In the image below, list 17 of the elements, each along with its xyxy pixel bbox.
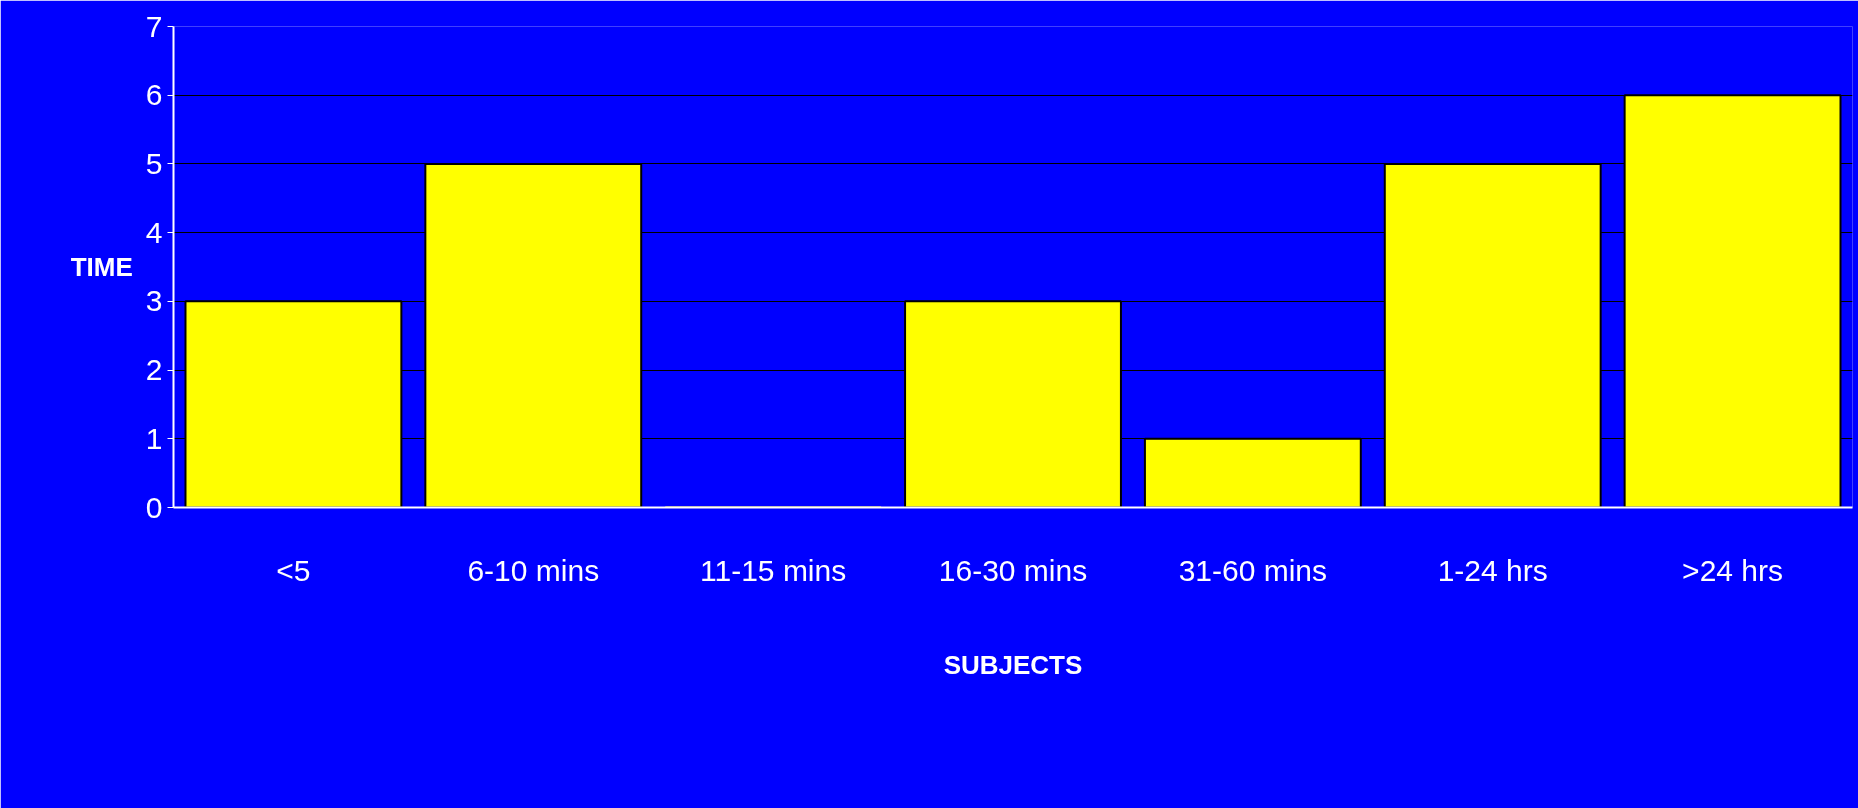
y-tick-label: 0 — [145, 490, 163, 524]
y-tick-label: 2 — [145, 353, 163, 387]
x-tick-label: 6-10 mins — [467, 553, 600, 587]
x-tick-label: 16-30 mins — [938, 553, 1088, 587]
y-tick-label: 1 — [145, 421, 163, 455]
x-tick-label: 31-60 mins — [1178, 553, 1328, 587]
y-axis-title: TIME — [70, 252, 133, 282]
y-tick-label: 5 — [145, 146, 163, 180]
x-tick-label: 11-15 mins — [700, 553, 847, 587]
x-axis-title: SUBJECTS — [943, 649, 1083, 680]
y-tick-label: 6 — [145, 78, 163, 112]
y-tick-label: 3 — [145, 284, 163, 318]
y-tick-label: 4 — [145, 215, 163, 249]
x-tick-label: <5 — [276, 553, 311, 587]
y-tick-label: 7 — [145, 9, 163, 43]
x-tick-label: >24 hrs — [1682, 553, 1784, 587]
x-tick-label: 1-24 hrs — [1437, 553, 1548, 587]
